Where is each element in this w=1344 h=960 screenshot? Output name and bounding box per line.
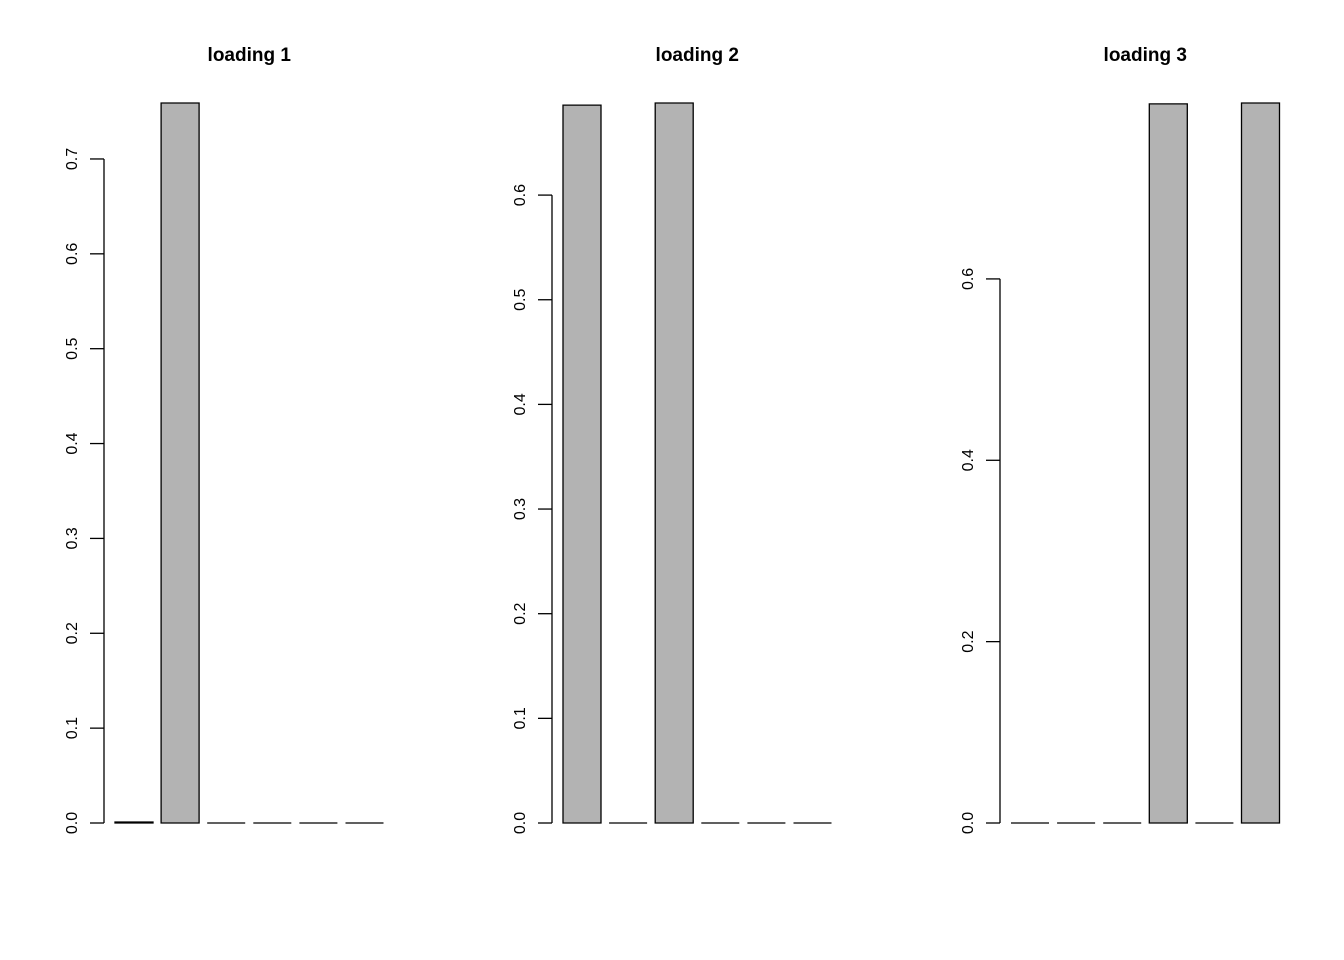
y-tick-label: 0.4 — [512, 393, 529, 415]
y-tick-label: 0.2 — [960, 630, 977, 652]
y-tick-label: 0.4 — [64, 432, 81, 454]
y-tick-label: 0.0 — [64, 812, 81, 834]
y-tick-label: 0.0 — [512, 812, 529, 834]
y-tick-label: 0.4 — [960, 449, 977, 471]
bar — [562, 104, 602, 824]
bar — [1148, 103, 1188, 824]
y-tick-label: 0.2 — [512, 602, 529, 624]
y-tick-label: 0.5 — [64, 337, 81, 359]
y-tick-label: 0.1 — [512, 707, 529, 729]
bar — [160, 102, 200, 824]
y-tick-label: 0.3 — [64, 527, 81, 549]
y-tick-label: 0.6 — [64, 243, 81, 265]
y-tick-label: 0.7 — [64, 148, 81, 170]
y-tick-label: 0.6 — [960, 268, 977, 290]
y-tick-label: 0.2 — [64, 622, 81, 644]
bar — [114, 821, 154, 824]
y-tick-label: 0.5 — [512, 289, 529, 311]
chart-title: loading 1 — [208, 45, 292, 66]
y-tick-label: 0.6 — [512, 184, 529, 206]
bar — [654, 102, 694, 824]
y-tick-label: 0.1 — [64, 717, 81, 739]
chart-title: loading 2 — [656, 45, 739, 66]
bar — [1240, 102, 1281, 824]
chart-title: loading 3 — [1104, 45, 1187, 66]
y-tick-label: 0.3 — [512, 498, 529, 520]
y-tick-label: 0.0 — [960, 812, 977, 834]
